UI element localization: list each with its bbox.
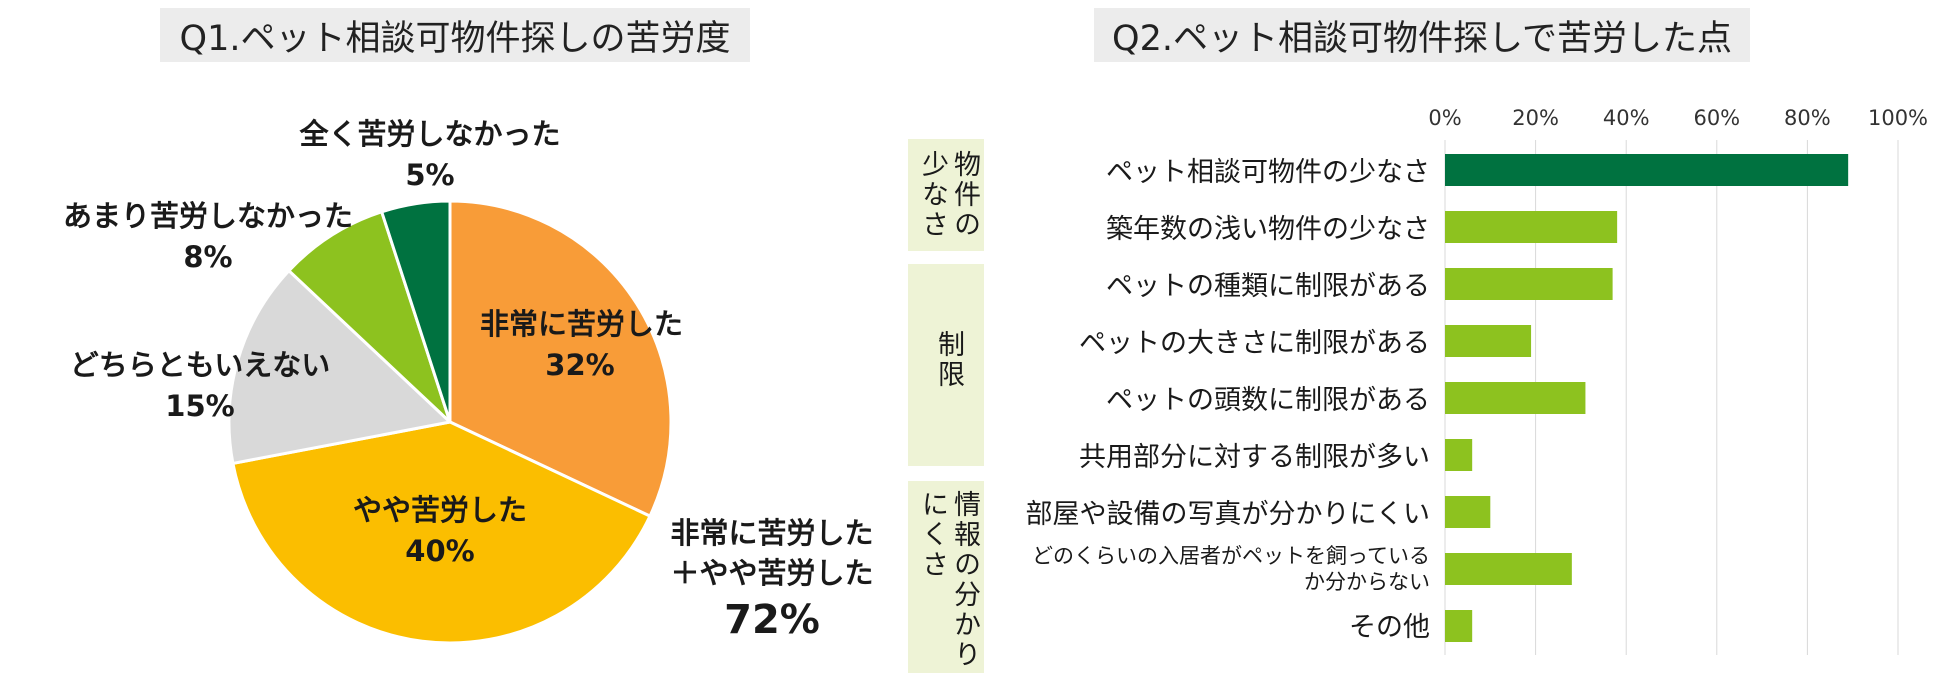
bar-label-other: その他 — [1349, 612, 1430, 643]
bar-label-residents-line1: どのくらいの入居者がペットを飼っている — [1032, 544, 1430, 568]
pie-label-not-very: あまり苦労しなかった 8% — [50, 196, 366, 278]
group-label-info: 情報の分かりにくさ — [917, 490, 980, 670]
combined-annotation-value: 72% — [724, 597, 820, 643]
bar-7 — [1445, 553, 1572, 585]
group-label-restriction: 制限 — [933, 330, 964, 390]
bar-label-count: ペットの頭数に制限がある — [1106, 385, 1430, 416]
pie-slice-not-very — [286, 209, 452, 424]
bar-label-size: ペットの大きさに制限がある — [1079, 328, 1430, 359]
pie-label-value: 8% — [183, 240, 233, 274]
pie-label-neither: どちらともいえない 15% — [50, 345, 350, 427]
bar-8 — [1445, 610, 1473, 642]
bar-6 — [1445, 496, 1491, 528]
combined-annotation-line1: 非常に苦労した — [670, 516, 874, 550]
axis-tick-80: 80% — [1784, 106, 1831, 130]
pie-label-not-at-all: 全く苦労しなかった 5% — [290, 114, 570, 196]
bar-label-photos: 部屋や設備の写真が分かりにくい — [1025, 499, 1430, 530]
axis-tick-20: 20% — [1512, 106, 1559, 130]
group-box-info — [908, 481, 984, 673]
pie-slice-very-hard — [448, 199, 673, 519]
bar-2 — [1445, 268, 1613, 300]
pie-label-somewhat-hard: やや苦労した 40% — [340, 490, 540, 572]
pie-slice-somewhat-hard — [231, 420, 652, 645]
pie-slice-not-at-all — [379, 199, 452, 423]
group-label-scarcity: 物件の少なさ — [917, 150, 980, 240]
group-box-restriction — [908, 264, 984, 466]
group-box-scarcity — [908, 139, 984, 251]
bar-label-residents: どのくらいの入居者がペットを飼っている か分からない — [1032, 543, 1430, 595]
bar-5 — [1445, 439, 1473, 471]
bar-label-residents-line2: か分からない — [1304, 570, 1430, 594]
pie-label-value: 15% — [165, 389, 235, 423]
pie-label-very-hard: 非常に苦労した 32% — [480, 304, 684, 386]
bar-label-common-area: 共用部分に対する制限が多い — [1079, 442, 1430, 473]
bar-label-scarcity: ペット相談可物件の少なさ — [1106, 157, 1430, 188]
pie-label-text: 非常に苦労した — [480, 307, 684, 341]
bar-label-new-buildings: 築年数の浅い物件の少なさ — [1106, 214, 1430, 245]
bar-label-species: ペットの種類に制限がある — [1106, 271, 1430, 302]
pie-label-text: どちらともいえない — [69, 348, 331, 382]
pie-label-text: あまり苦労しなかった — [62, 199, 353, 233]
axis-tick-0: 0% — [1428, 106, 1462, 130]
axis-tick-40: 40% — [1602, 106, 1650, 130]
bar-0 — [1445, 154, 1849, 186]
q2-title: Q2.ペット相談可物件探しで苦労した点 — [1094, 8, 1750, 62]
combined-annotation: 非常に苦労した ＋やや苦労した 72% — [662, 513, 882, 647]
pie-label-value: 5% — [405, 158, 455, 192]
bar-1 — [1445, 211, 1618, 243]
pie-label-value: 32% — [545, 348, 615, 382]
axis-tick-60: 60% — [1693, 106, 1741, 130]
axis-tick-100: 100% — [1867, 106, 1929, 130]
combined-annotation-line2: ＋やや苦労した — [670, 556, 874, 590]
pie-label-value: 40% — [405, 534, 475, 568]
bar-3 — [1445, 325, 1532, 357]
pie-label-text: 全く苦労しなかった — [299, 117, 561, 151]
pie-label-text: やや苦労した — [352, 493, 527, 527]
bar-4 — [1445, 382, 1586, 414]
pie-slice-neither — [227, 268, 454, 466]
q1-title: Q1.ペット相談可物件探しの苦労度 — [160, 8, 750, 62]
